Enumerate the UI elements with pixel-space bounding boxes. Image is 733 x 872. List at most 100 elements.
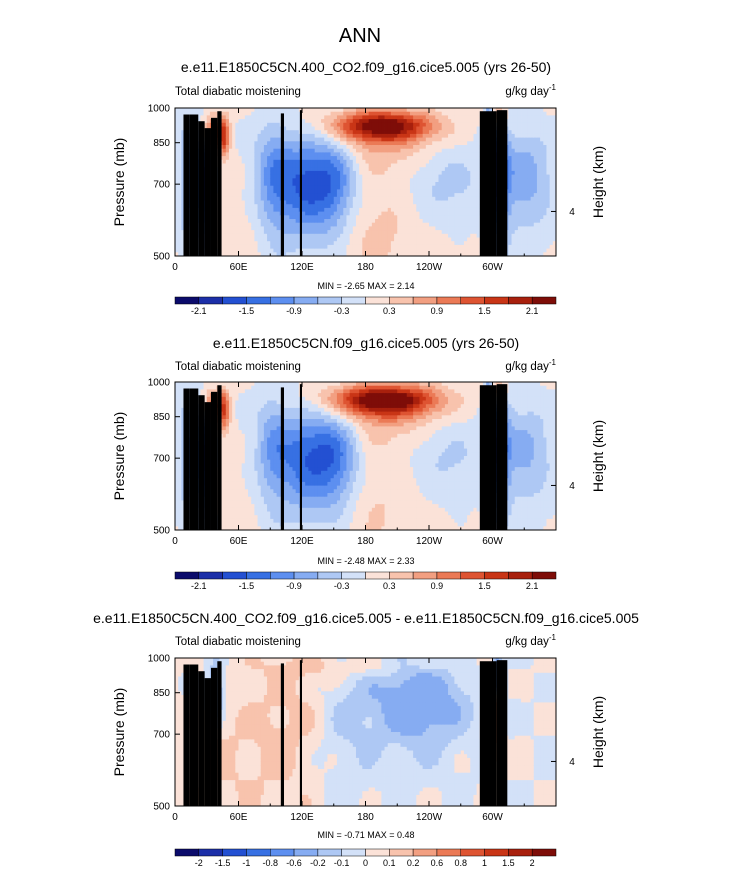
heatmap-cell [321, 182, 325, 187]
heatmap-cell [533, 193, 538, 198]
heatmap-cell [270, 133, 274, 138]
heatmap-cell [422, 193, 427, 198]
heatmap-cell [311, 137, 316, 142]
heatmap-cell [279, 108, 284, 113]
heatmap-cell [251, 156, 255, 161]
heatmap-cell [375, 152, 379, 157]
heatmap-cell [441, 130, 446, 135]
heatmap-cell [244, 152, 249, 157]
heatmap-cell [362, 189, 366, 194]
heatmap-cell [181, 178, 185, 183]
heatmap-cell [292, 148, 297, 153]
heatmap-cell [244, 226, 249, 231]
heatmap-cell [371, 130, 376, 135]
heatmap-cell [476, 141, 481, 146]
heatmap-cell [178, 119, 182, 124]
heatmap-cell [314, 152, 319, 157]
heatmap-cell [273, 248, 277, 253]
heatmap-cell [178, 382, 182, 387]
heatmap-cell [317, 211, 322, 216]
heatmap-cell [536, 115, 541, 120]
heatmap-cell [244, 178, 249, 183]
heatmap-cell [438, 226, 443, 231]
heatmap-cell [530, 174, 535, 179]
heatmap-cell [349, 230, 354, 235]
colorbar-swatch [174, 296, 200, 305]
heatmap-cell [444, 137, 449, 142]
heatmap-cell [232, 119, 236, 124]
heatmap-cell [184, 108, 189, 113]
heatmap-cell [314, 178, 319, 183]
heatmap-cell [384, 193, 389, 198]
heatmap-cell [476, 119, 481, 124]
heatmap-cell [248, 237, 252, 242]
heatmap-cell [508, 193, 512, 198]
heatmap-cell [543, 207, 547, 212]
heatmap-cell [438, 122, 443, 127]
heatmap-cell [517, 207, 522, 212]
heatmap-cell [397, 193, 401, 198]
heatmap-cell [457, 133, 462, 138]
heatmap-cell [302, 230, 306, 235]
heatmap-cell [175, 204, 179, 209]
heatmap-cell [552, 178, 556, 183]
heatmap-cell [536, 219, 541, 224]
heatmap-cell [400, 141, 404, 146]
heatmap-cell [317, 174, 322, 179]
heatmap-cell [178, 111, 182, 116]
heatmap-cell [336, 244, 341, 249]
heatmap-cell [390, 130, 395, 135]
heatmap-cell [435, 130, 439, 135]
heatmap-cell [346, 111, 351, 116]
heatmap-cell [267, 233, 271, 238]
heatmap-cell [181, 252, 185, 256]
heatmap-cell [419, 182, 424, 187]
heatmap-cell [336, 167, 341, 172]
heatmap-cell [194, 111, 198, 116]
heatmap-cell [416, 182, 420, 187]
heatmap-cell [448, 130, 452, 135]
heatmap-cell [422, 215, 427, 220]
heatmap-cell [248, 133, 252, 138]
heatmap-cell [441, 189, 446, 194]
heatmap-cell [333, 244, 338, 249]
heatmap-cell [286, 115, 290, 120]
heatmap-cell [451, 130, 455, 135]
heatmap-cell [533, 215, 538, 220]
heatmap-cell [333, 178, 338, 183]
heatmap-cell [197, 111, 201, 116]
heatmap-cell [419, 233, 424, 238]
heatmap-cell [289, 156, 293, 161]
heatmap-cell [460, 145, 465, 150]
heatmap-cell [359, 233, 363, 238]
heatmap-cell [336, 130, 341, 135]
heatmap-cell [511, 200, 516, 205]
heatmap-cell [295, 241, 300, 246]
heatmap-cell [317, 130, 322, 135]
heatmap-cell [413, 130, 417, 135]
heatmap-cell [235, 241, 239, 246]
heatmap-cell [343, 133, 347, 138]
heatmap-cell [282, 148, 287, 153]
heatmap-cell [178, 193, 182, 198]
heatmap-cell [225, 163, 230, 168]
heatmap-cell [346, 170, 351, 175]
heatmap-cell [343, 237, 347, 242]
heatmap-cell [451, 182, 455, 187]
y-axis-title: Pressure (mb) [111, 138, 127, 227]
heatmap-cell [409, 211, 414, 216]
heatmap-cell [181, 393, 185, 398]
heatmap-cell [460, 108, 465, 113]
heatmap-cell [527, 174, 531, 179]
heatmap-cell [349, 237, 354, 242]
heatmap-cell [282, 233, 287, 238]
heatmap-cell [368, 193, 373, 198]
heatmap-cell [536, 119, 541, 124]
heatmap-cell [444, 211, 449, 216]
heatmap-cell [419, 167, 424, 172]
heatmap-cell [362, 122, 366, 127]
heatmap-cell [454, 244, 458, 249]
heatmap-cell [292, 233, 297, 238]
heatmap-cell [181, 137, 185, 142]
heatmap-cell [387, 108, 392, 113]
